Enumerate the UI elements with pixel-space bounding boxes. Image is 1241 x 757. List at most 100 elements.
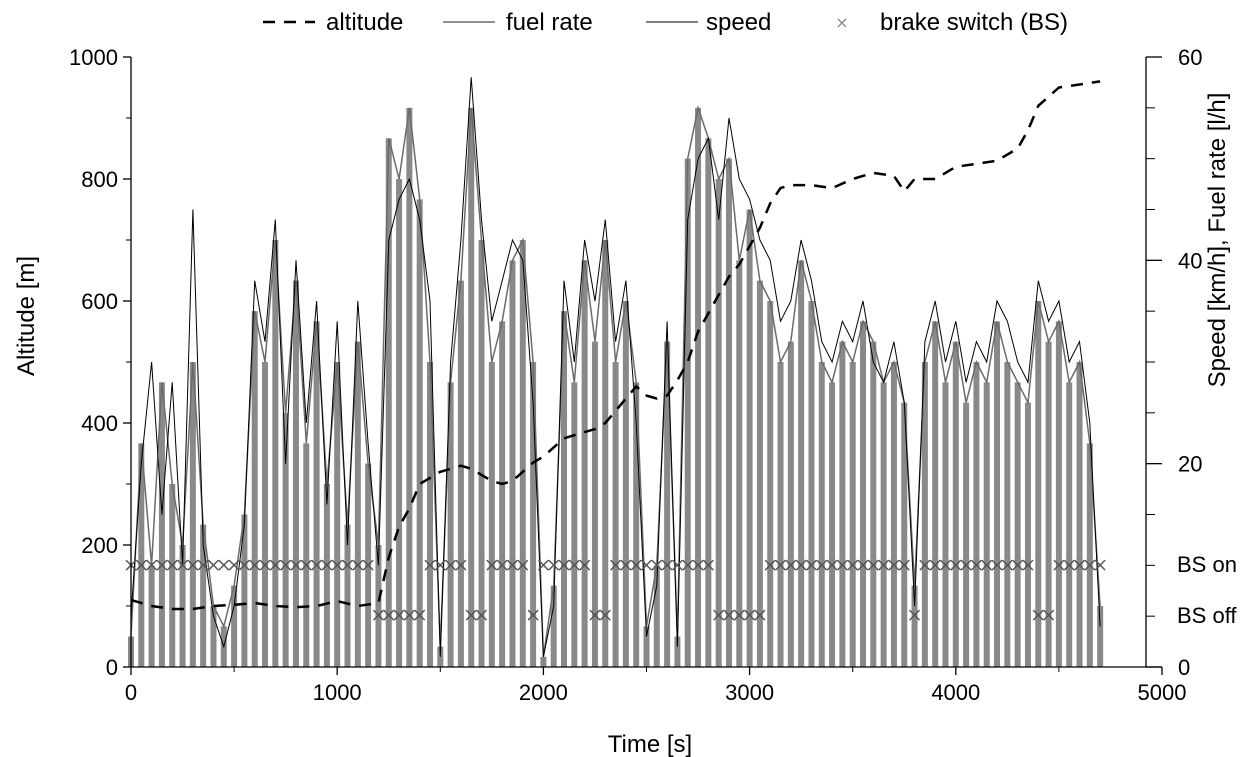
brake-switch-point	[290, 559, 302, 571]
brake-switch-point	[218, 559, 230, 571]
brake-switch-point	[455, 559, 467, 571]
brake-switch-point	[465, 609, 477, 621]
brake-switch-point	[537, 559, 549, 571]
brake-switch-point	[280, 559, 292, 571]
brake-switch-point	[579, 559, 591, 571]
brake-switch-point	[146, 559, 158, 571]
brake-switch-point	[836, 559, 848, 571]
brake-switch-point	[651, 559, 663, 571]
x-tick-label: 2000	[519, 680, 568, 705]
brake-switch-point	[939, 559, 952, 571]
brake-switch-point	[970, 559, 982, 571]
brake-switch-point	[321, 559, 333, 571]
brake-switch-point	[187, 559, 199, 571]
brake-switch-point	[919, 559, 931, 571]
brake-switch-point	[506, 559, 519, 571]
brake-switch-point	[311, 559, 323, 571]
brake-switch-point	[434, 559, 446, 571]
y-left-tick-label: 200	[81, 533, 118, 558]
brake-switch-point	[331, 559, 343, 571]
brake-switch-level-labels: BS on BS off	[1177, 552, 1237, 628]
x-tick-label: 0	[125, 680, 137, 705]
brake-switch-point	[826, 559, 838, 571]
brake-switch-point	[197, 559, 209, 571]
altitude-line	[130, 80, 1101, 611]
legend-speed-label: speed	[706, 9, 771, 36]
brake-switch-point	[682, 559, 694, 571]
series-layer	[125, 77, 1106, 667]
brake-switch-point	[610, 559, 622, 571]
legend-fuel-rate-label: fuel rate	[506, 9, 593, 36]
brake-switch-point	[661, 559, 673, 571]
x-tick-label: 4000	[931, 680, 980, 705]
brake-switch-point	[1063, 559, 1075, 571]
brake-switch-point	[754, 609, 766, 621]
brake-switch-point	[135, 559, 147, 571]
brake-switch-point	[517, 559, 529, 571]
brake-switch-point	[620, 559, 632, 571]
brake-switch-point	[960, 559, 972, 571]
brake-switch-point	[733, 609, 745, 621]
brake-switch-point	[805, 559, 817, 571]
brake-switch-point	[249, 559, 261, 571]
brake-switch-point	[372, 609, 384, 621]
brake-switch-point	[816, 559, 828, 571]
brake-switch-point	[589, 609, 601, 621]
y-axis-left-title: Altitude [m]	[13, 256, 40, 376]
brake-switch-point	[723, 609, 735, 621]
x-axis-ticks: 0 1000 2000 3000 4000 5000	[125, 667, 1187, 705]
brake-switch-point	[352, 559, 364, 571]
bs-on-label: BS on	[1177, 552, 1237, 577]
brake-switch-point	[692, 559, 704, 571]
brake-switch-point	[1043, 609, 1055, 621]
brake-switch-point	[785, 559, 797, 571]
brake-switch-point	[300, 559, 312, 571]
brake-switch-point	[496, 559, 508, 571]
y-left-tick-label: 600	[81, 289, 118, 314]
legend-brake-switch-label: brake switch (BS)	[880, 9, 1068, 36]
brake-switch-point	[238, 559, 250, 571]
brake-switch-point	[1012, 559, 1024, 571]
brake-switch-point	[228, 559, 240, 571]
brake-switch-point	[888, 559, 900, 571]
y-axis-right-title: Speed [km/h], Fuel rate [l/h]	[1204, 93, 1231, 388]
brake-switch-point	[269, 559, 281, 571]
legend-brake-switch-marker: ×	[835, 13, 848, 32]
legend: altitude fuel rate speed × brake switch …	[263, 9, 1068, 36]
x-tick-label: 1000	[313, 680, 362, 705]
x-axis-title: Time [s]	[608, 731, 692, 757]
x-tick-label: 3000	[725, 680, 774, 705]
y-left-tick-label: 0	[106, 655, 118, 680]
brake-switch-point	[671, 559, 683, 571]
brake-switch-point	[1094, 559, 1106, 571]
brake-switch-point	[640, 559, 653, 571]
plot-area	[125, 57, 1162, 668]
brake-switch-point	[259, 559, 271, 571]
brake-switch-point	[393, 609, 405, 621]
legend-altitude-label: altitude	[326, 9, 403, 36]
brake-switch-point	[362, 559, 374, 571]
brake-switch-point	[702, 559, 714, 571]
brake-switch-point	[341, 559, 354, 571]
brake-switch-point	[1084, 559, 1096, 571]
brake-switch-point	[177, 559, 189, 571]
brake-switch-point	[558, 559, 570, 571]
y-right-tick-label: 20	[1178, 452, 1202, 477]
brake-switch-point	[878, 559, 890, 571]
brake-switch-point	[981, 559, 993, 571]
y-axis-right-ticks: 0 20 40 60	[1146, 45, 1202, 680]
brake-switch-point	[950, 559, 962, 571]
y-right-tick-label: 40	[1178, 248, 1202, 273]
brake-switch-point	[630, 559, 642, 571]
brake-switch-point	[548, 559, 560, 571]
brake-switch-point	[1022, 559, 1034, 571]
brake-switch-point	[774, 559, 787, 571]
brake-switch-point	[898, 559, 910, 571]
brake-switch-point	[156, 559, 168, 571]
brake-switch-point	[166, 559, 178, 571]
brake-switch-point	[847, 559, 859, 571]
brake-switch-point	[1001, 559, 1013, 571]
x-tick-label: 5000	[1138, 680, 1187, 705]
brake-switch-point	[424, 559, 436, 571]
